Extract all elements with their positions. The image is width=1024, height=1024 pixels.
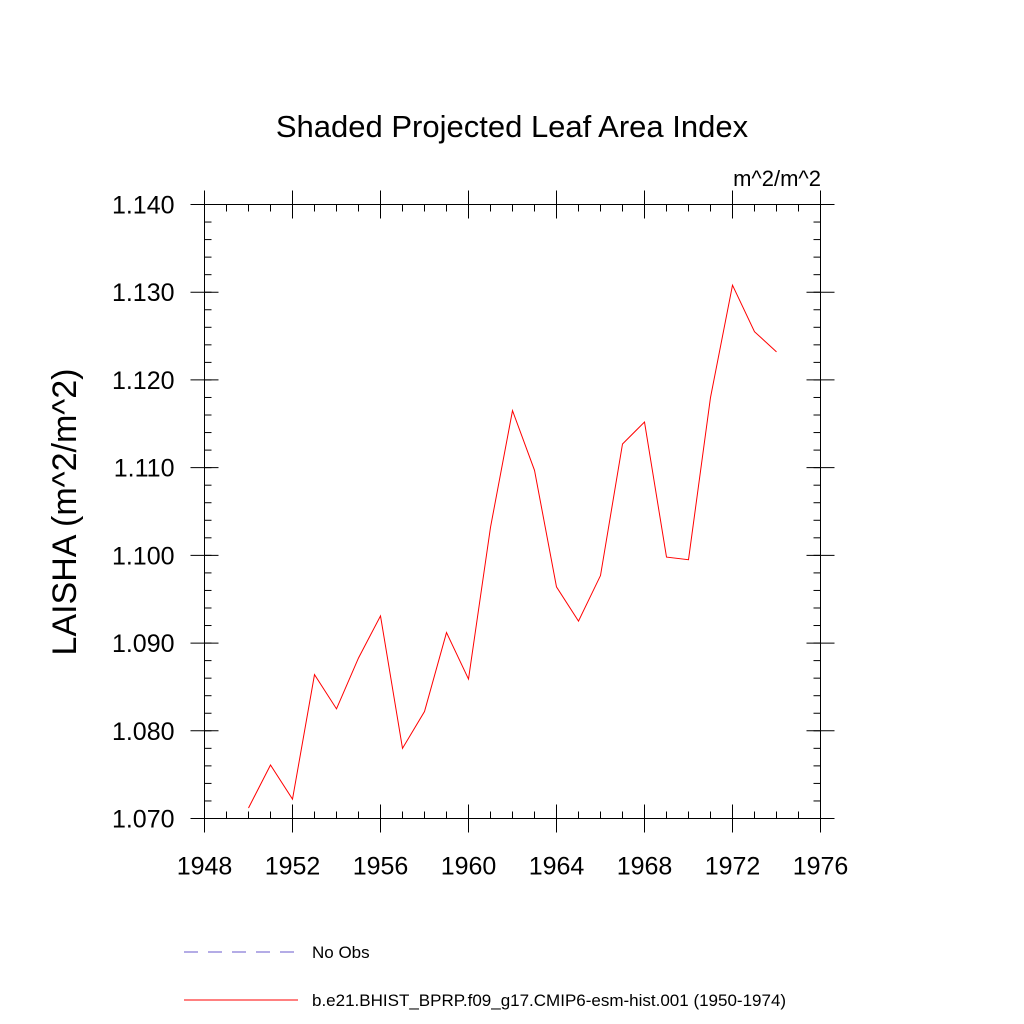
- data-point: [556, 586, 557, 587]
- legend: No Obs b.e21.BHIST_BPRP.f09_g17.CMIP6-esm…: [184, 943, 786, 1010]
- y-tick-labels: 1.070 1.080 1.090 1.100 1.110 1.120 1.130 1.140: [112, 192, 175, 834]
- data-point: [534, 470, 535, 471]
- y-tick-label: 1.070: [112, 806, 175, 834]
- y-tick-label: 1.140: [112, 192, 175, 220]
- data-point: [468, 678, 469, 679]
- minor-ticks: [204, 204, 821, 819]
- y-tick-label: 1.130: [112, 279, 175, 307]
- data-point: [270, 764, 271, 765]
- data-point: [292, 799, 293, 800]
- legend-label: No Obs: [312, 943, 370, 962]
- chart-title: Shaded Projected Leaf Area Index: [276, 109, 749, 144]
- data-point: [578, 621, 579, 622]
- units-label: m^2/m^2: [733, 166, 821, 191]
- data-point: [754, 331, 755, 332]
- data-point: [358, 657, 359, 658]
- data-point: [776, 351, 777, 352]
- data-point: [732, 285, 733, 286]
- x-tick-label: 1948: [177, 853, 233, 881]
- x-tick-label: 1964: [529, 853, 585, 881]
- x-tick-label: 1968: [617, 853, 673, 881]
- data-point: [622, 443, 623, 444]
- data-point: [688, 559, 689, 560]
- x-tick-label: 1952: [265, 853, 321, 881]
- data-point: [710, 397, 711, 398]
- plot-frame: [204, 204, 821, 819]
- series-lines: [248, 283, 777, 809]
- y-tick-label: 1.100: [112, 542, 175, 570]
- y-tick-label: 1.090: [112, 630, 175, 658]
- data-point: [248, 807, 249, 808]
- data-point: [446, 632, 447, 633]
- data-point: [380, 615, 381, 616]
- y-tick-label: 1.120: [112, 367, 175, 395]
- data-point: [490, 527, 491, 528]
- data-point: [402, 748, 403, 749]
- series-line: [248, 283, 777, 809]
- y-tick-label: 1.080: [112, 718, 175, 746]
- y-axis-label: LAISHA (m^2/m^2): [46, 369, 84, 656]
- x-tick-label: 1956: [353, 853, 409, 881]
- data-point: [512, 410, 513, 411]
- x-tick-label: 1976: [793, 853, 849, 881]
- data-point: [314, 674, 315, 675]
- major-ticks: [190, 190, 835, 833]
- x-tick-label: 1960: [441, 853, 497, 881]
- data-point: [666, 557, 667, 558]
- data-point: [336, 708, 337, 709]
- legend-label: b.e21.BHIST_BPRP.f09_g17.CMIP6-esm-hist.…: [312, 991, 786, 1010]
- data-point: [644, 421, 645, 422]
- data-point: [600, 575, 601, 576]
- y-tick-label: 1.110: [114, 455, 175, 483]
- x-tick-labels: 1948 1952 1956 1960 1964 1968 1972 1976: [177, 853, 849, 881]
- x-tick-label: 1972: [705, 853, 761, 881]
- data-point: [424, 711, 425, 712]
